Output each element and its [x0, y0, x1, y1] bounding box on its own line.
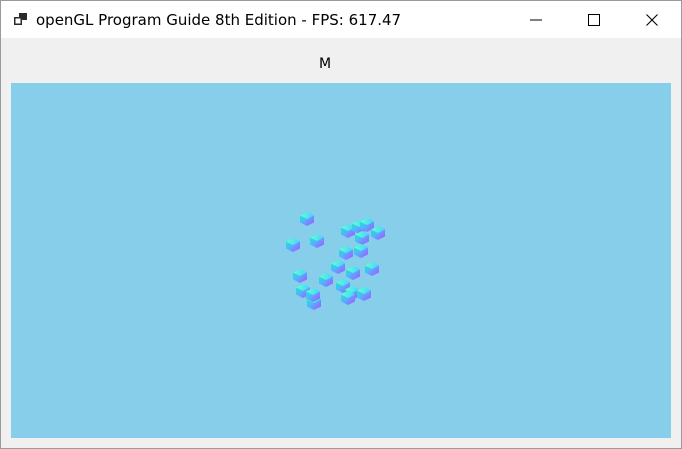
cube-object: [331, 260, 345, 274]
cube-object: [319, 273, 333, 287]
cube-object: [360, 218, 374, 232]
cube-object: [286, 238, 300, 252]
cube-object: [346, 266, 360, 280]
cube-object: [341, 291, 355, 305]
app-window-icon[interactable]: [13, 12, 28, 27]
cube-object: [293, 269, 307, 283]
title-bar[interactable]: openGL Program Guide 8th Edition - FPS: …: [1, 1, 681, 38]
toolbar-label: M: [318, 56, 332, 72]
cube-object: [310, 234, 324, 248]
cube-object: [300, 212, 314, 226]
cube-object: [357, 287, 371, 301]
cube-object: [339, 246, 353, 260]
minimize-icon: [530, 19, 542, 21]
minimize-button[interactable]: [507, 1, 565, 38]
cube-object: [341, 224, 355, 238]
cube-object: [371, 226, 385, 240]
rendered-scene: [286, 212, 385, 310]
close-button[interactable]: [623, 1, 681, 38]
cube-object: [354, 244, 368, 258]
cube-object: [365, 262, 379, 276]
close-icon: [646, 14, 658, 26]
maximize-icon: [588, 14, 600, 26]
cube-object: [355, 231, 369, 245]
window-title: openGL Program Guide 8th Edition - FPS: …: [36, 11, 402, 29]
opengl-viewport[interactable]: [11, 83, 671, 438]
maximize-button[interactable]: [565, 1, 623, 38]
cube-object: [306, 288, 320, 302]
